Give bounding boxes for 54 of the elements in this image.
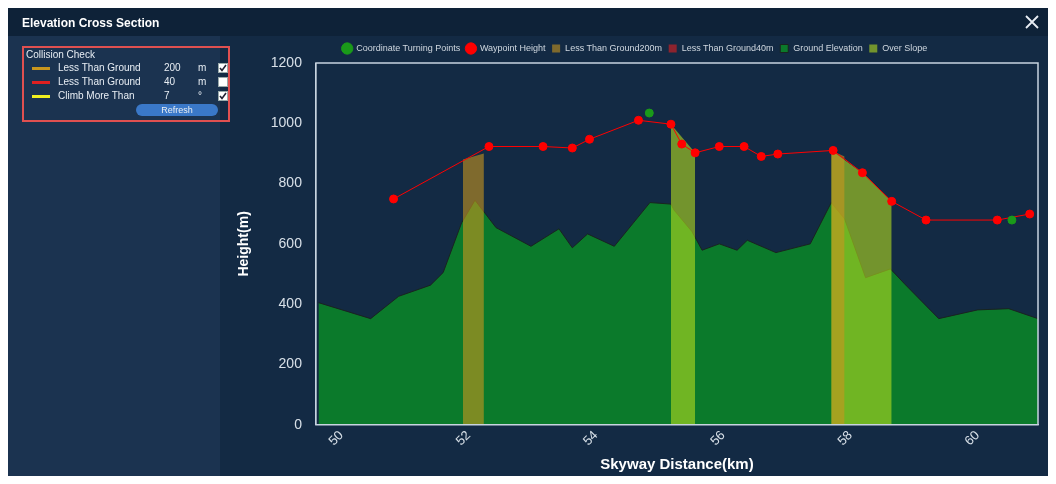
point [773,149,783,159]
point [992,215,1002,225]
point [677,139,687,149]
point [828,145,838,155]
x-tick-label: 50 [325,427,347,449]
point [389,194,399,204]
point [538,142,548,151]
y-tick-label: 400 [278,295,303,312]
legend-label: Over Slope [882,42,928,53]
point [756,151,766,161]
y-tick-label: 1200 [270,53,303,70]
point [666,119,676,129]
point [567,143,577,153]
point [644,108,654,118]
x-tick-label: 58 [834,427,855,449]
legend-label: Less Than Ground40m [681,42,774,53]
text: m [198,62,207,73]
legend-label: Coordinate Turning Points [356,42,461,53]
point [857,168,867,178]
text: 40 [164,76,176,87]
y-tick-label: 1000 [270,114,303,131]
text: Refresh [136,104,218,116]
legend-label: Waypoint Height [479,42,547,53]
point [585,134,594,144]
text: Collision Check [26,49,95,60]
x-tick-label: 54 [579,427,601,449]
x-tick-label: 52 [452,427,474,449]
x-tick-label: 56 [706,427,728,449]
point [714,142,724,151]
y-tick-label: 800 [278,174,303,191]
point [739,142,749,151]
text: 200 [164,62,181,73]
legend-label: Less Than Ground200m [565,42,663,53]
point [1007,215,1017,225]
y-tick-label: 600 [278,234,303,251]
text: Climb More Than [58,90,135,101]
y-tick-label: 0 [294,415,303,432]
x-tick-label: 60 [961,427,983,449]
point [690,148,700,158]
point [484,142,494,151]
text: Elevation Cross Section [22,16,160,30]
point [1025,209,1035,219]
text: 7 [164,90,170,101]
point [921,215,931,225]
y-axis-title: Height(m) [235,211,252,277]
text: m [198,76,207,87]
x-axis-title: Skyway Distance(km) [600,455,754,473]
y-tick-label: 200 [278,355,303,372]
point [633,115,643,125]
text: ° [198,90,202,101]
legend-label: Ground Elevation [793,42,863,53]
text: Less Than Ground [58,62,141,73]
text: Less Than Ground [58,76,141,87]
point [887,196,897,206]
